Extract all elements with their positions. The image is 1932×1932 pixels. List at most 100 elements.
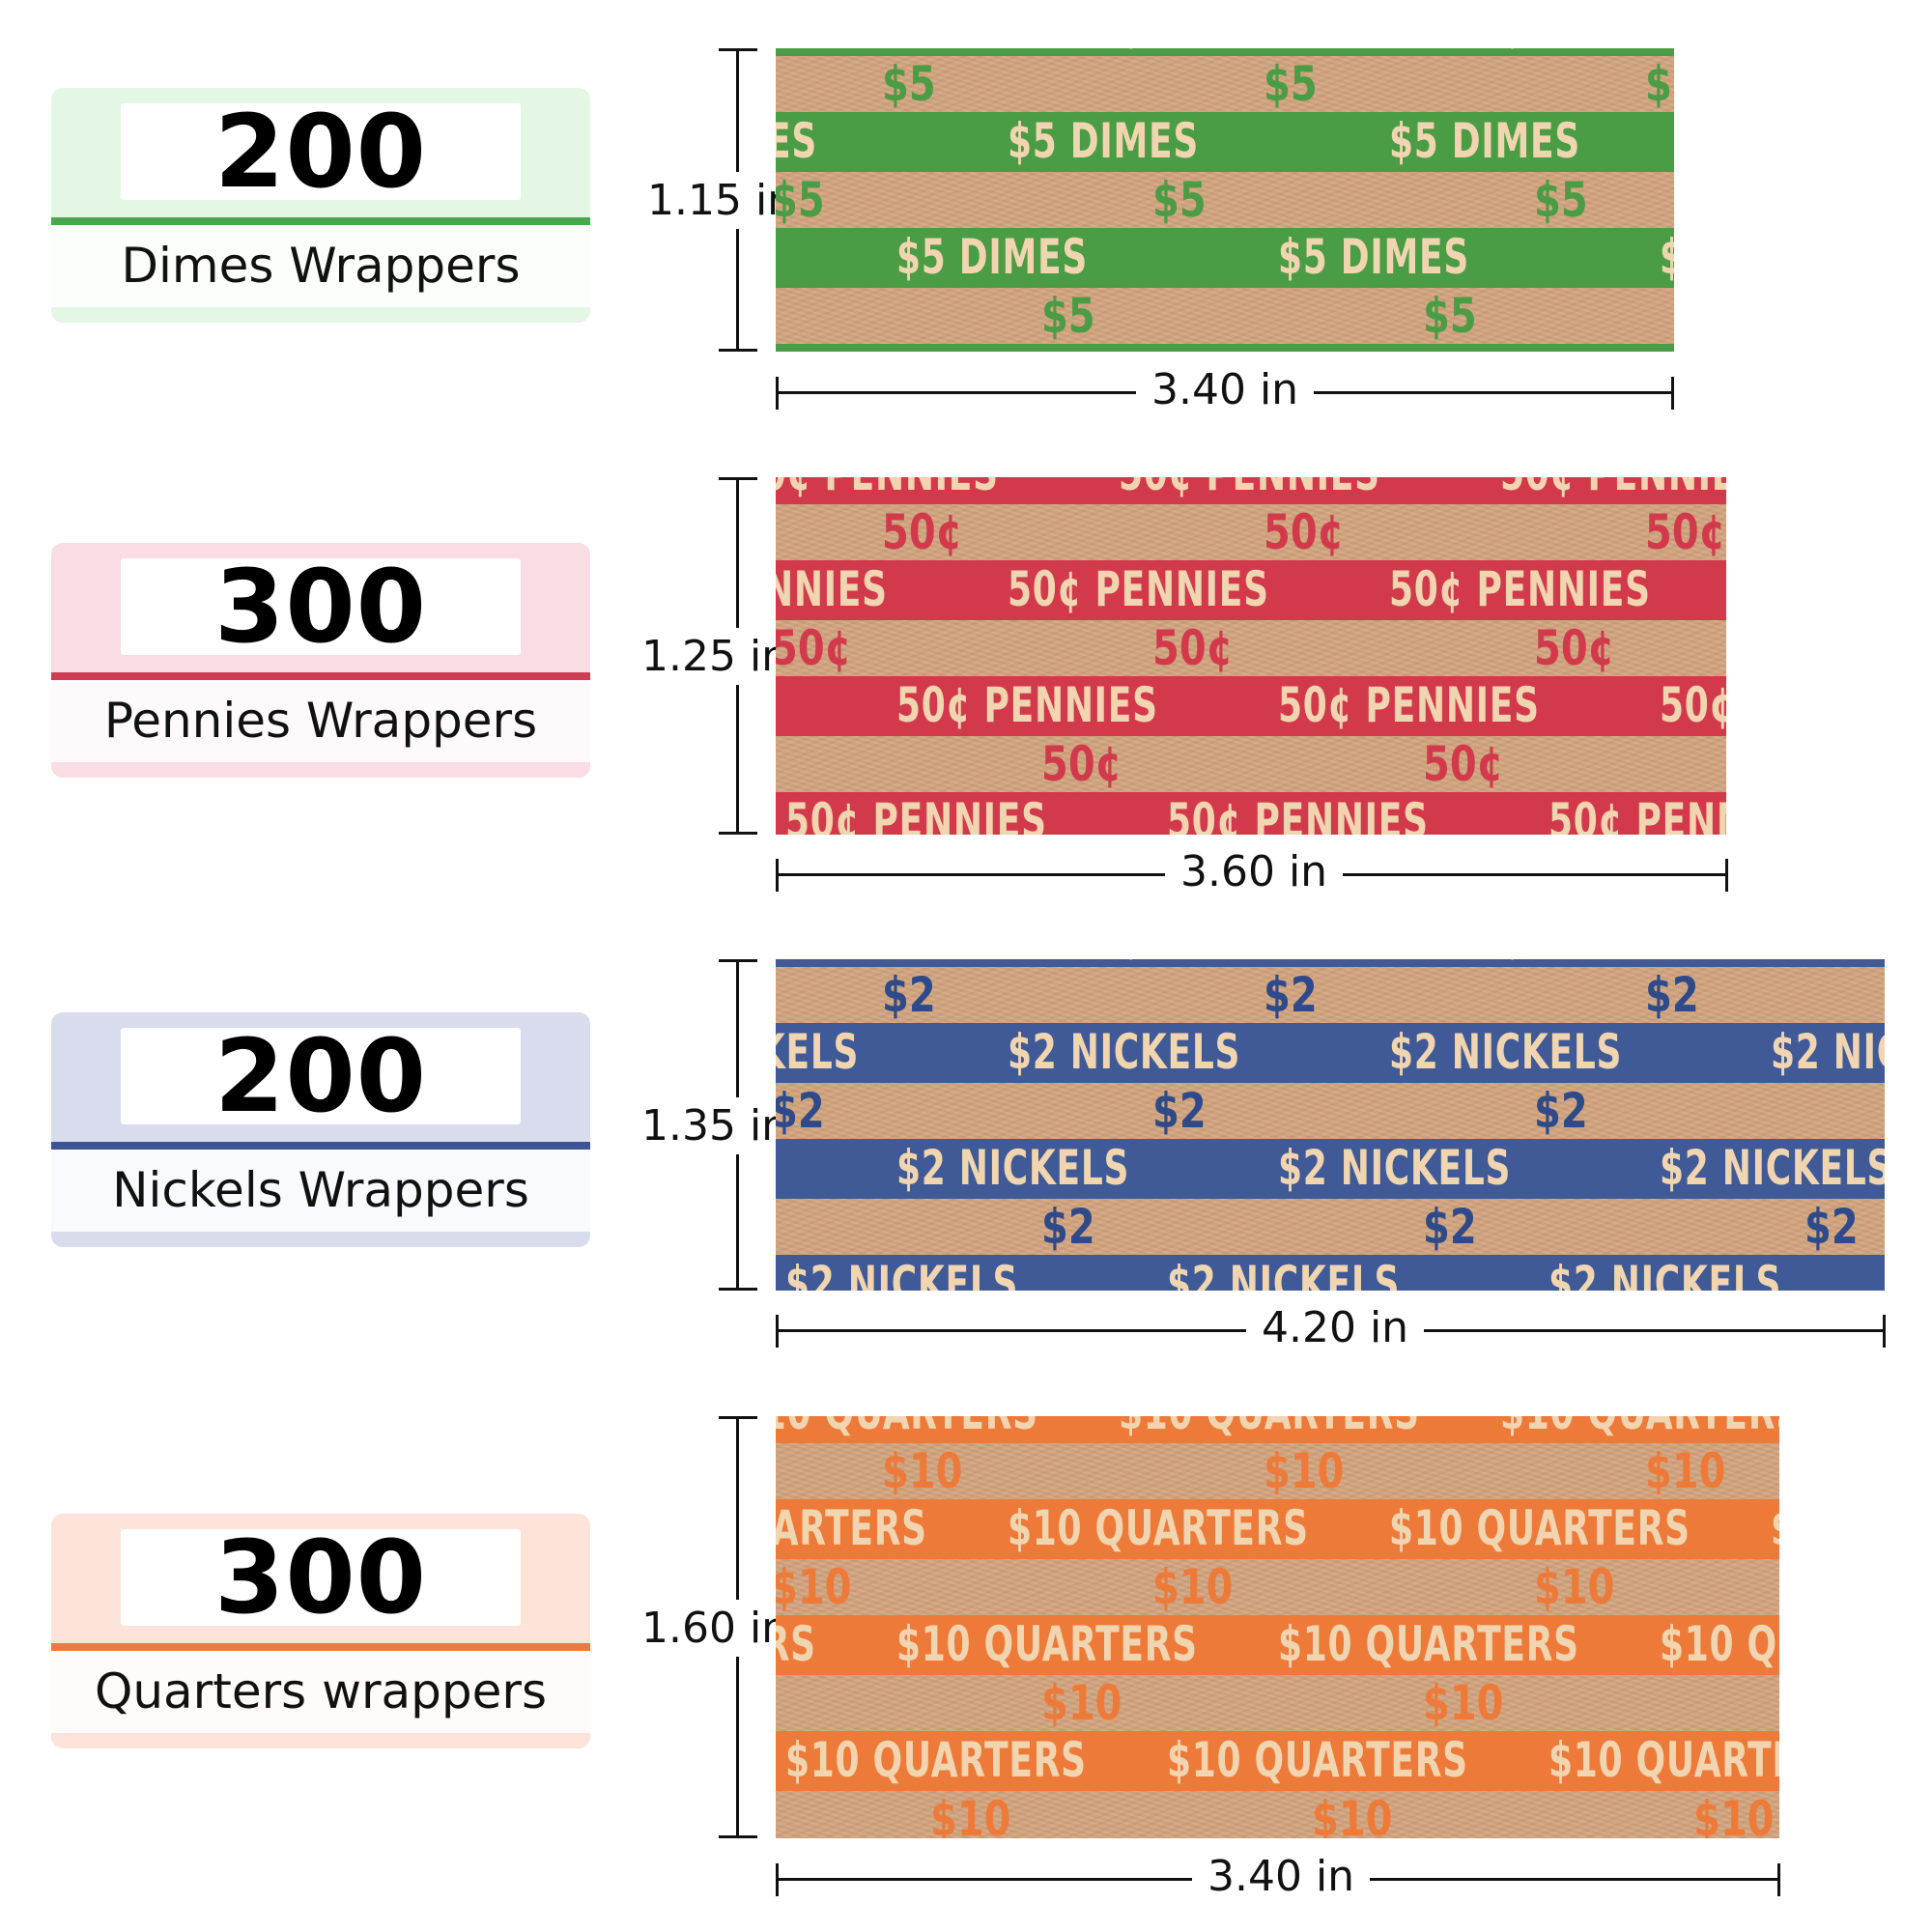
wrapper-value-text: $2 [1152, 1082, 1207, 1139]
wrapper-band-text: $5 DIMES [1389, 113, 1581, 170]
wrapper-band-text: $10 QUARTERS [1167, 1732, 1468, 1789]
card-quarters: 300 Quarters wrappers [51, 1514, 590, 1748]
wrapper-color-band [776, 1255, 1885, 1291]
count-quarters: 300 [213, 1519, 428, 1636]
wrapper-value-text: $2 [1534, 1082, 1588, 1139]
wrapper-value-text: $10 [1645, 1442, 1726, 1499]
wrapper-value-text: $2 [882, 966, 936, 1023]
wrapper-band-text: $5 DIMES [785, 346, 977, 352]
count-box: 300 [121, 548, 521, 666]
kraft-texture [776, 959, 1885, 1291]
wrapper-value-text: $5 [1152, 171, 1207, 228]
wrapper-value-text: $10 [930, 1790, 1011, 1838]
width-tick-left [776, 859, 779, 892]
wrapper-band-text: 50¢ PENNIES [1500, 477, 1726, 502]
card-divider [51, 1142, 590, 1150]
width-tick-right [1777, 1863, 1780, 1896]
wrapper-color-band [776, 112, 1674, 172]
wrapper-value-text: $2 [776, 1082, 825, 1139]
height-tick-bottom [719, 832, 757, 835]
wrapper-quarters: $10 QUARTERS$10$10 QUARTERS$10$10 QUARTE… [776, 1416, 1779, 1838]
wrapper-value-text: $10 [1423, 1674, 1504, 1731]
wrapper-band-text: $2 NICKELS [785, 1256, 1019, 1291]
wrapper-value-text: $10 [1264, 1442, 1345, 1499]
height-tick-top [719, 48, 757, 51]
wrapper-band-text: $10 QUARTERS [1008, 1500, 1309, 1557]
wrapper-band-text: 50¢ PENNIES [1167, 793, 1429, 835]
wrapper-band-text: $10 QUARTERS [1660, 1616, 1779, 1673]
count-dimes: 200 [213, 93, 428, 211]
wrapper-band-text: 50¢ PENNIES [1548, 793, 1726, 835]
wrapper-band-text: $2 NICKELS [1167, 1256, 1401, 1291]
card-divider [51, 217, 590, 225]
wrapper-color-band [776, 228, 1674, 288]
wrapper-band-text: $2 NICKELS [1500, 959, 1733, 965]
height-label-pennies: 1.25 in [641, 628, 789, 685]
wrapper-value-text: $10 [1152, 1558, 1234, 1615]
wrapper-value-text: 50¢ [1264, 503, 1345, 560]
wrapper-band-text: $10 QUARTERS [1389, 1500, 1690, 1557]
wrapper-band-text: $2 NICKELS [1771, 1024, 1885, 1081]
kraft-texture [776, 477, 1726, 835]
wrapper-band-text: $5 DIMES [1119, 48, 1310, 54]
wrapper-band-text: $10 QUARTERS [776, 1500, 927, 1557]
label-box [51, 1651, 590, 1733]
label-pennies: Pennies Wrappers [103, 693, 538, 749]
wrapper-band-text: $2 NICKELS [776, 1024, 860, 1081]
card-nickels: 200 Nickels Wrappers [51, 1012, 590, 1247]
wrapper-value-text: $2 [1264, 966, 1318, 1023]
wrapper-band-text: $2 NICKELS [1008, 1024, 1241, 1081]
wrapper-color-band [776, 1023, 1885, 1083]
count-box: 300 [121, 1519, 521, 1636]
wrapper-band-text: 50¢ PENNIES [1119, 477, 1380, 502]
label-box [51, 1150, 590, 1232]
width-label-nickels: 4.20 in [1246, 1303, 1425, 1352]
wrapper-value-text: $2 [1645, 966, 1699, 1023]
card-divider [51, 672, 590, 680]
wrapper-band-text: $10 QUARTERS [785, 1732, 1087, 1789]
wrapper-nickels: $2 NICKELS$2$2 NICKELS$2$2 NICKELS$2$2 N… [776, 959, 1885, 1291]
wrapper-band-text: 50¢ PENNIES [776, 477, 999, 502]
wrapper-band-text: $10 QUARTERS [1771, 1501, 1779, 1557]
wrapper-band-text: $5 DIMES [1008, 113, 1200, 170]
wrapper-band-text: $5 DIMES [896, 229, 1089, 286]
label-quarters: Quarters wrappers [94, 1663, 548, 1719]
wrapper-value-text: $2 [1423, 1198, 1477, 1255]
wrapper-value-text: $5 [1645, 55, 1674, 112]
wrapper-band-text: $5 DIMES [1660, 230, 1674, 286]
wrapper-band-text: $2 NICKELS [1119, 959, 1351, 965]
label-box [51, 680, 590, 762]
count-pennies: 300 [213, 548, 428, 666]
wrapper-band-text: $5 DIMES [1278, 229, 1470, 286]
card-divider [51, 1643, 590, 1651]
width-tick-right [1671, 377, 1674, 410]
wrapper-band-text: $2 NICKELS [1882, 959, 1885, 965]
wrapper-value-text: $5 [776, 171, 825, 228]
wrapper-value-text: 50¢ [776, 619, 852, 676]
height-tick-top [719, 477, 757, 480]
wrapper-value-text: 50¢ [1423, 735, 1504, 792]
wrapper-band-text: $10 QUARTERS [1119, 1416, 1420, 1441]
label-box [51, 225, 590, 307]
wrapper-color-band [776, 1615, 1779, 1675]
wrapper-value-text: $10 [1693, 1790, 1775, 1838]
wrapper-band-text: 50¢ PENNIES [776, 561, 888, 618]
wrapper-value-text: $5 [1534, 171, 1588, 228]
height-label-nickels: 1.35 in [641, 1097, 789, 1154]
height-tick-top [719, 1416, 757, 1419]
wrapper-color-band [776, 560, 1726, 620]
wrapper-band-text: $2 NICKELS [1278, 1140, 1512, 1197]
label-nickels: Nickels Wrappers [112, 1162, 529, 1218]
wrapper-band-text: $5 DIMES [776, 113, 818, 170]
wrapper-value-text: 50¢ [1041, 735, 1122, 792]
height-label-dimes: 1.15 in [647, 172, 795, 229]
wrapper-band-text: 50¢ PENNIES [776, 678, 777, 734]
count-box: 200 [121, 1026, 521, 1126]
width-tick-right [1725, 859, 1728, 892]
wrapper-value-text: $10 [1041, 1674, 1122, 1731]
wrapper-band-text: 50¢ PENNIES [1660, 677, 1726, 734]
wrapper-value-text: $10 [1534, 1558, 1615, 1615]
wrapper-band-text: 50¢ PENNIES [896, 677, 1158, 734]
wrapper-value-text: $5 [882, 55, 936, 112]
